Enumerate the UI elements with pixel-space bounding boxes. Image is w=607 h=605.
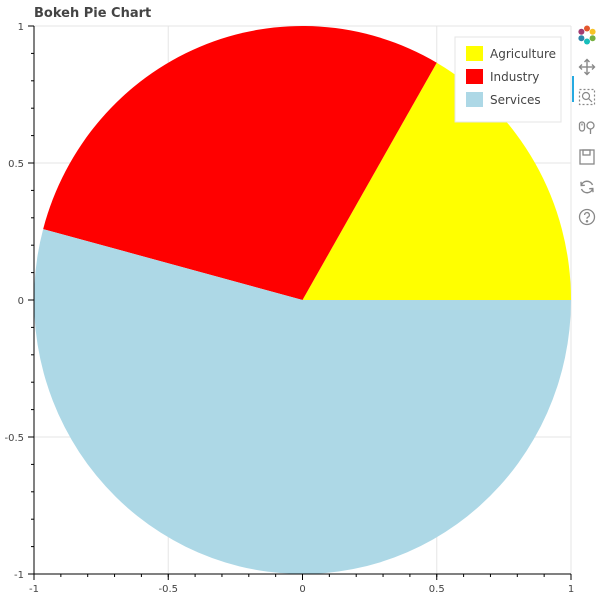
x-tick-label: 0 <box>299 584 305 595</box>
x-tick-label: 0.5 <box>429 584 445 595</box>
x-tick-label: -1 <box>29 584 39 595</box>
active-tool-indicator <box>572 76 574 102</box>
save-icon[interactable] <box>576 146 598 168</box>
chart-title: Bokeh Pie Chart <box>34 6 152 21</box>
legend-swatch-industry <box>466 69 483 84</box>
axes: -1 -0.5 0 0.5 1 -1 -0.5 0 0.5 1 <box>4 22 574 595</box>
reset-icon[interactable] <box>576 176 598 198</box>
y-tick-label: -1 <box>14 570 24 581</box>
wheel-zoom-icon[interactable] <box>576 116 598 138</box>
y-tick-label: 0.5 <box>8 159 24 170</box>
x-tick-label: -0.5 <box>158 584 178 595</box>
y-tick-label: 0 <box>18 296 24 307</box>
legend-label-industry: Industry <box>490 70 539 84</box>
y-tick-label: -0.5 <box>4 433 24 444</box>
legend-label-agriculture: Agriculture <box>490 47 556 61</box>
help-icon[interactable] <box>576 206 598 228</box>
y-tick-label: 1 <box>18 22 24 33</box>
pie-slice-industry <box>43 26 437 301</box>
bokeh-logo-icon[interactable] <box>576 24 598 46</box>
pan-icon[interactable] <box>576 56 598 78</box>
pie-slice-services <box>33 229 571 575</box>
legend-label-services: Services <box>490 93 541 107</box>
legend: Agriculture Industry Services <box>454 36 562 123</box>
box-zoom-icon[interactable] <box>576 86 598 108</box>
x-tick-label: 1 <box>568 584 574 595</box>
legend-swatch-agriculture <box>466 46 483 61</box>
legend-swatch-services <box>466 92 483 107</box>
pie-wedges <box>33 26 571 575</box>
